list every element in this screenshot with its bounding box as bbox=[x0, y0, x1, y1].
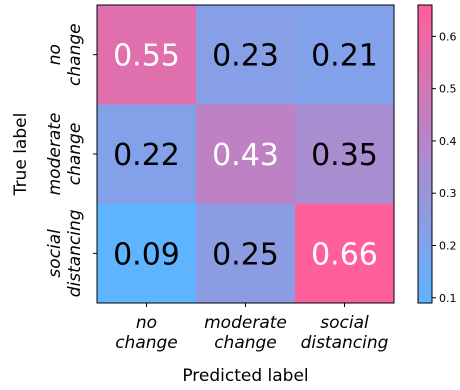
colorbar-tick-label: 0.6 bbox=[439, 30, 457, 43]
heatmap-cell bbox=[295, 5, 395, 105]
y-tick-label: nochange bbox=[45, 23, 85, 86]
y-tick-label: moderatechange bbox=[45, 113, 85, 196]
heatmap-cell bbox=[196, 203, 296, 304]
heatmap-cell bbox=[295, 203, 395, 304]
x-axis-label: Predicted label bbox=[182, 366, 308, 386]
cell-value-label: 0.21 bbox=[311, 39, 378, 74]
x-tick-label: social distancing bbox=[301, 313, 389, 353]
heatmap-cell bbox=[97, 104, 197, 205]
cell-value-label: 0.66 bbox=[311, 237, 378, 272]
colorbar-tick-label: 0.3 bbox=[439, 187, 457, 200]
cell-value-label: 0.25 bbox=[212, 237, 279, 272]
cell-value-label: 0.22 bbox=[113, 138, 180, 173]
y-axis-label: True label bbox=[11, 113, 31, 197]
colorbar-tick-label: 0.2 bbox=[439, 239, 457, 252]
y-tick-label: socialdistancing bbox=[45, 209, 85, 297]
cell-value-label: 0.43 bbox=[212, 138, 279, 173]
heatmap-cells: 0.55 0.23 0.21 0.22 0.43 0.35 0.09 0.25 0.66 bbox=[97, 5, 395, 304]
heatmap-cell bbox=[97, 5, 197, 105]
x-tick-label: moderate change bbox=[204, 313, 287, 353]
cell-value-label: 0.35 bbox=[311, 138, 378, 173]
colorbar-ticks: 0.1 0.2 0.3 0.4 0.5 0.6 bbox=[432, 30, 457, 305]
cell-value-label: 0.55 bbox=[113, 39, 180, 74]
x-tick-labels: no change moderate change social distancing bbox=[115, 303, 389, 353]
colorbar-tick-label: 0.5 bbox=[439, 83, 457, 96]
y-tick-labels: nochange moderatechange socialdistancing bbox=[45, 23, 97, 297]
cell-value-label: 0.23 bbox=[212, 39, 279, 74]
cell-value-label: 0.09 bbox=[113, 237, 180, 272]
colorbar-tick-label: 0.1 bbox=[439, 292, 457, 305]
heatmap-cell bbox=[196, 104, 296, 205]
x-tick-label: no change bbox=[115, 313, 178, 353]
colorbar-tick-label: 0.4 bbox=[439, 135, 457, 148]
heatmap-cell bbox=[295, 104, 395, 205]
colorbar bbox=[417, 4, 433, 304]
heatmap-cell bbox=[97, 203, 197, 304]
heatmap-cell bbox=[196, 5, 296, 105]
